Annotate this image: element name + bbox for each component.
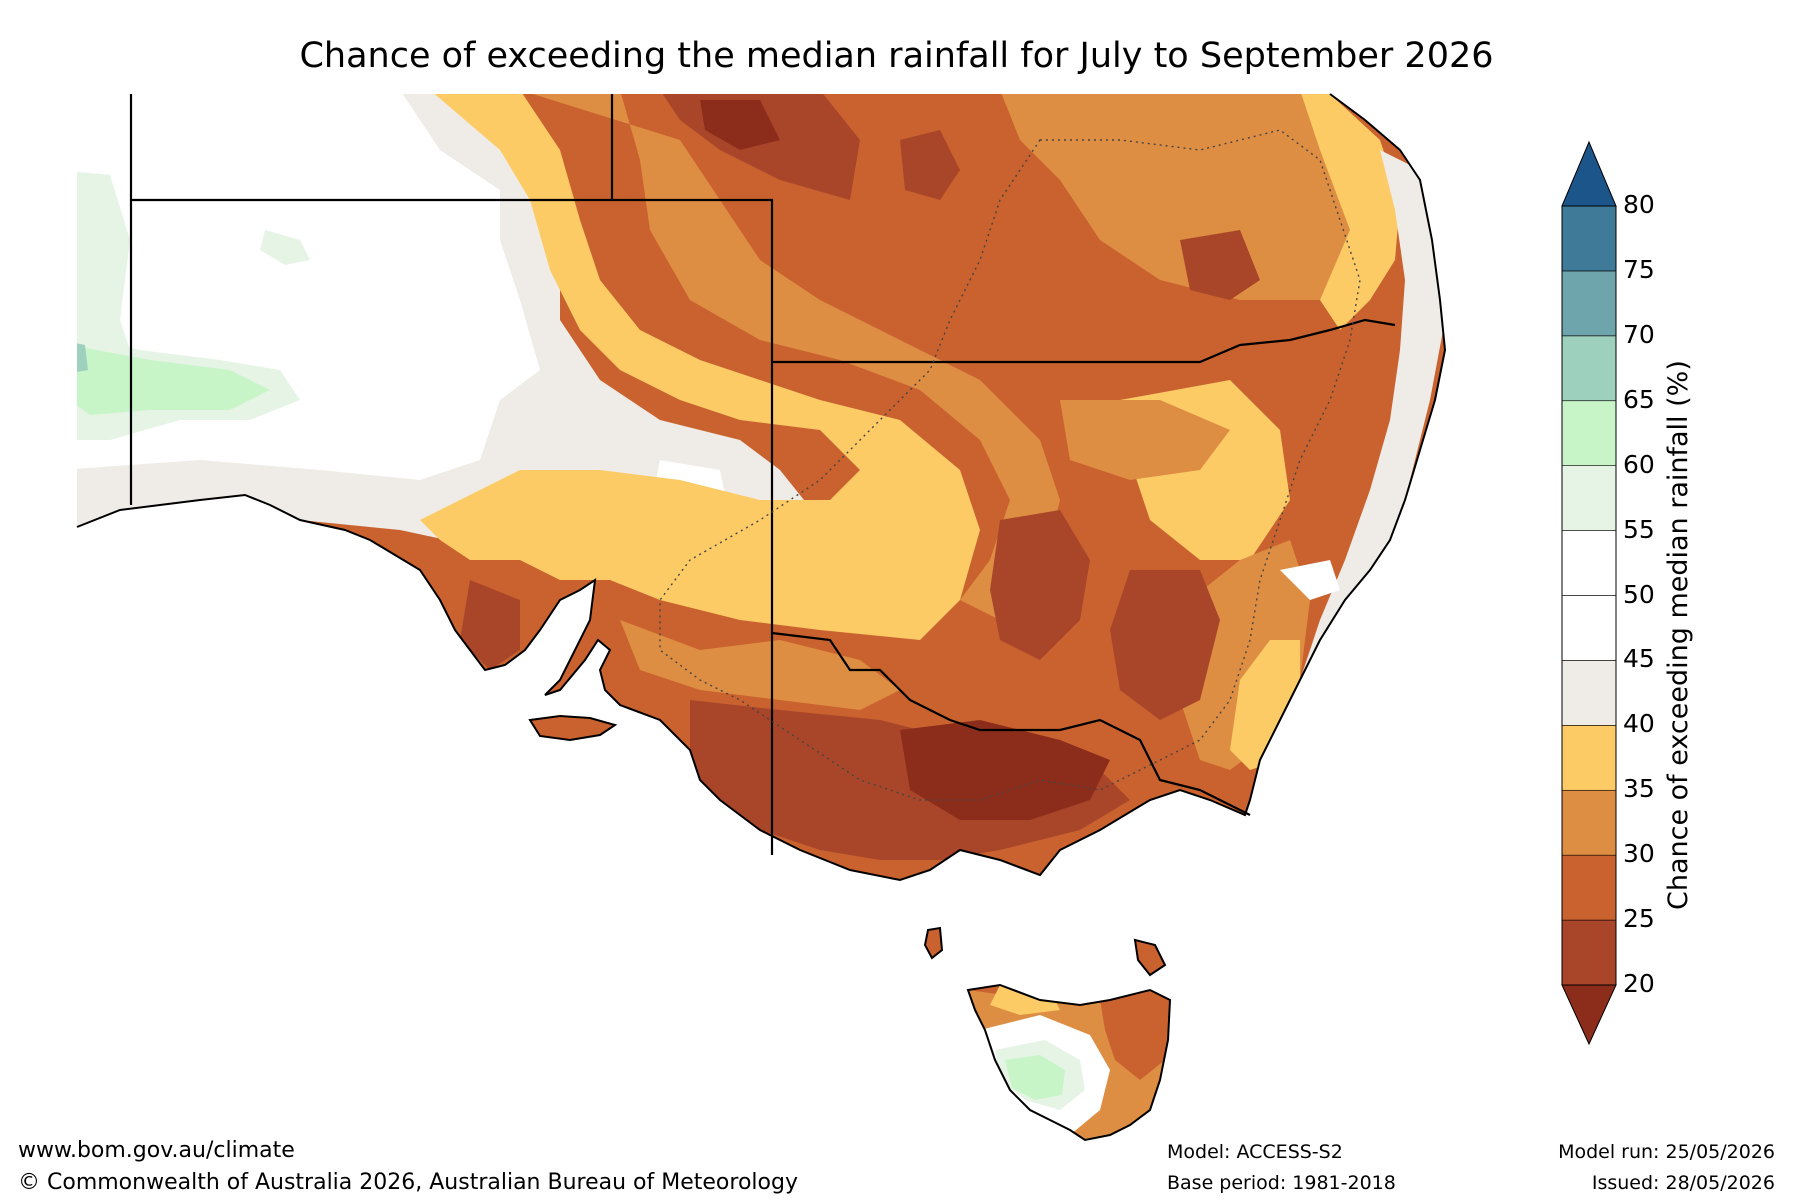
map-title: Chance of exceeding the median rainfall …: [299, 36, 1494, 76]
colorbar-tick-20: 20: [1623, 969, 1655, 998]
colorbar-tick-75: 75: [1623, 254, 1655, 284]
colorbar-under-triangle: [1561, 984, 1617, 1046]
colorbar-bin-60-65: [1561, 400, 1617, 466]
coastline: [76, 93, 1447, 1142]
colorbar-bin-55-60: [1561, 465, 1617, 531]
copyright-text: © Commonwealth of Australia 2026, Austra…: [18, 1170, 798, 1195]
website-link[interactable]: www.bom.gov.au/climate: [18, 1138, 295, 1163]
base-period: Base period: 1981-2018: [1167, 1172, 1396, 1194]
model-run-date: Model run: 25/05/2026: [1558, 1141, 1775, 1163]
rainfall-fill: [77, 94, 1445, 1140]
model-name: Model: ACCESS-S2: [1167, 1141, 1343, 1163]
state-borders: [129, 94, 1396, 855]
colorbar-tick-35: 35: [1623, 774, 1655, 804]
colorbar-tick-80: 80: [1623, 190, 1655, 219]
colorbar-bin-50-55: [1561, 530, 1617, 596]
colorbar-title: Chance of exceeding median rainfall (%): [1663, 360, 1694, 910]
colorbar-bin-25-30: [1561, 854, 1617, 921]
colorbar-bin-20-25: [1561, 919, 1617, 986]
colorbar-tick-30: 30: [1623, 839, 1655, 869]
colorbar-bin-75-80: [1561, 205, 1617, 272]
colorbar-bin-40-45: [1561, 660, 1617, 726]
colorbar-bin-45-50: [1561, 595, 1617, 661]
colorbar-bin-35-40: [1561, 725, 1617, 791]
colorbar-over-triangle: [1561, 140, 1617, 207]
colorbar-tick-25: 25: [1623, 904, 1655, 934]
colorbar-tick-60: 60: [1623, 449, 1655, 479]
colorbar-tick-50: 50: [1623, 579, 1655, 609]
colorbar-bin-65-70: [1561, 335, 1617, 402]
issued-date: Issued: 28/05/2026: [1591, 1172, 1775, 1194]
colorbar-bin-30-35: [1561, 789, 1617, 856]
colorbar-tick-55: 55: [1623, 514, 1655, 544]
colorbar-tick-70: 70: [1623, 319, 1655, 349]
colorbar-tick-45: 45: [1623, 644, 1655, 674]
colorbar-tick-65: 65: [1623, 384, 1655, 414]
colorbar-bin-70-75: [1561, 270, 1617, 337]
colorbar-tick-40: 40: [1623, 709, 1655, 739]
